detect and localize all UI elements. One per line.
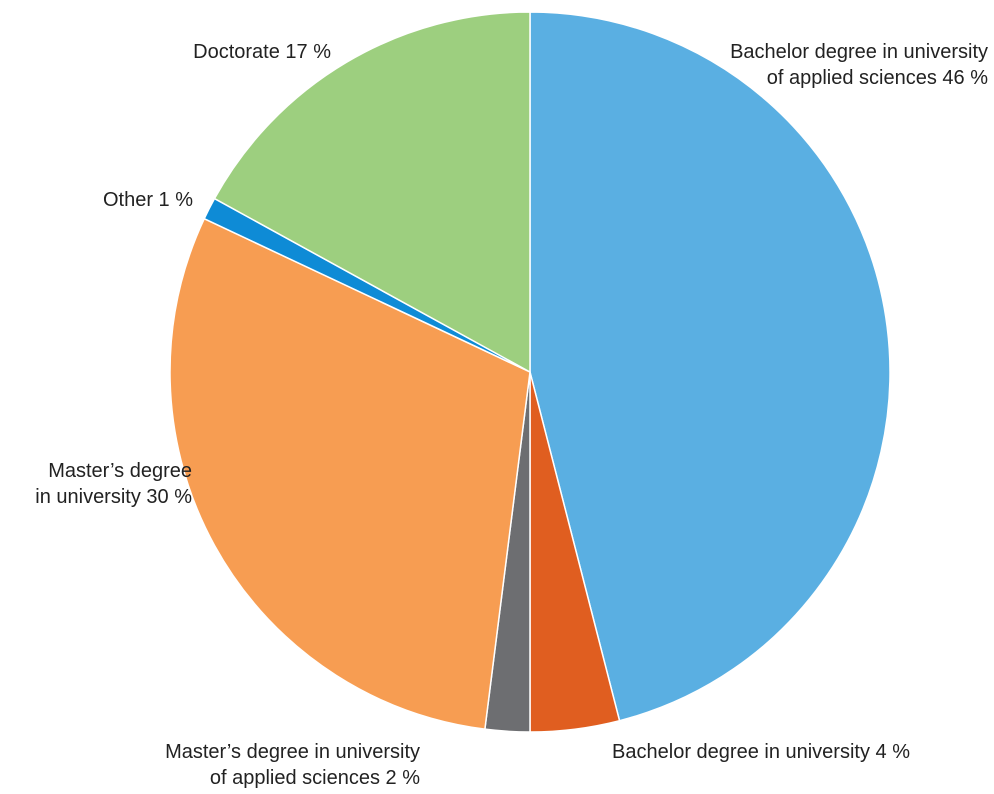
pie-slice-label-2: Bachelor degree in university 4 % [612, 741, 910, 763]
pie-slice-label-6: Doctorate 17 % [193, 41, 331, 63]
pie-slice-label-line: Doctorate 17 % [193, 41, 331, 63]
pie-slice-label-3: Master’s degree in university of applied … [165, 741, 420, 789]
pie-slice-1 [529, 11, 891, 722]
pie-slice-label-line: Master’s degree [48, 460, 192, 482]
pie-slice-6 [213, 11, 531, 374]
pie-slice-label-4: Master’s degree in university 30 % [35, 460, 192, 508]
pie-slice-label-1: Bachelor degree in university of applied … [730, 41, 988, 89]
pie-slice-label-line: Bachelor degree in university [730, 41, 988, 63]
pie-slices [169, 11, 891, 733]
pie-slice-4 [169, 217, 531, 730]
pie-slice-label-line: Master’s degree in university [165, 741, 420, 763]
pie-slice-label-line: Other 1 % [103, 189, 193, 211]
pie-slice-label-5: Other 1 % [103, 189, 193, 211]
pie-slice-label-line: in university 30 % [35, 486, 192, 508]
pie-slice-label-line: of applied sciences 2 % [210, 767, 420, 789]
pie-slice-label-line: of applied sciences 46 % [767, 67, 988, 89]
pie-slice-label-line: Bachelor degree in university 4 % [612, 741, 910, 763]
pie-labels: Bachelor degree in university of applied … [35, 41, 988, 789]
